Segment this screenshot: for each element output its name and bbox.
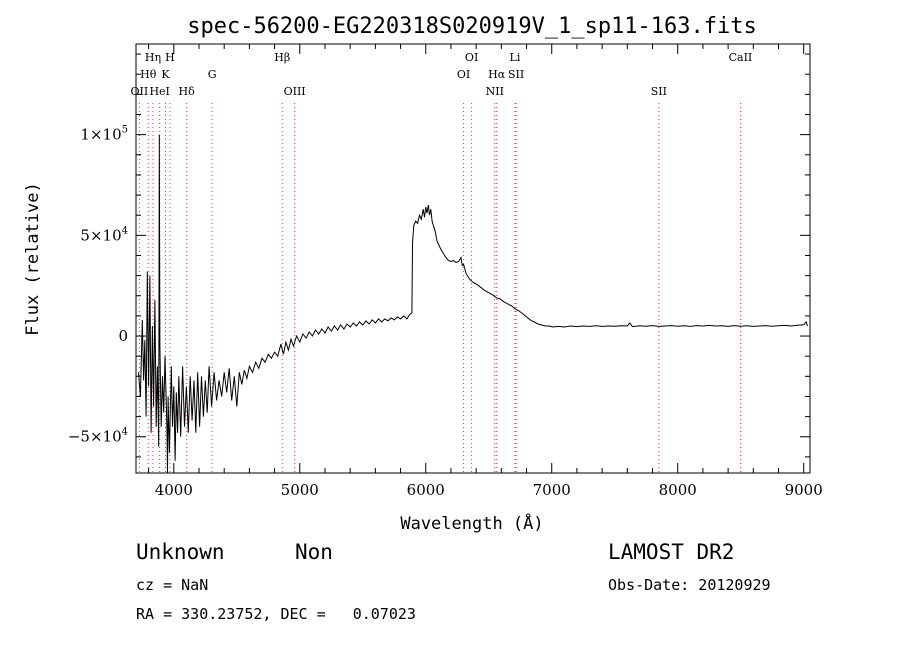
y-tick-exponent: 5 (122, 125, 128, 136)
spectrum-chart: spec-56200-EG220318S020919V_1_sp11-163.f… (23, 14, 823, 534)
x-tick-label: 9000 (785, 481, 823, 499)
y-tick-label: −5×104 (68, 427, 128, 446)
x-tick-label: 6000 (407, 481, 445, 499)
line-label: Hβ (274, 51, 290, 64)
y-tick-exponent: 4 (122, 225, 128, 236)
line-label: Li (510, 51, 521, 64)
line-label: H (165, 51, 175, 64)
line-label: OII (131, 85, 149, 98)
y-axis-label: Flux (relative) (23, 182, 43, 336)
emission-line-markers (138, 103, 741, 473)
x-axis-ticks: 4000 5000 6000 7000 8000 9000 (148, 44, 823, 499)
survey-name: LAMOST DR2 (608, 540, 735, 564)
spectral-subclass: Non (295, 540, 333, 564)
line-label: G (208, 68, 217, 81)
plot-frame (135, 43, 811, 474)
y-tick-mantissa: 0 (118, 327, 128, 345)
line-label: K (161, 68, 170, 81)
coordinates: RA = 330.23752, DEC = 0.07023 (136, 605, 416, 623)
line-label: Hδ (179, 85, 196, 98)
obs-date: Obs-Date: 20120929 (608, 576, 771, 594)
y-tick-mantissa: −5×10 (68, 428, 122, 446)
x-axis-label: Wavelength (Å) (400, 512, 543, 534)
line-label: SII (508, 68, 524, 81)
x-tick-label: 5000 (281, 481, 319, 499)
y-tick-label: 0 (118, 327, 128, 345)
y-tick-mantissa: 5×10 (80, 226, 121, 244)
line-label: Hη (145, 51, 161, 64)
x-tick-label: 8000 (659, 481, 697, 499)
line-label: OIII (284, 85, 306, 98)
y-tick-label: 5×104 (80, 225, 128, 244)
line-label: NII (486, 85, 504, 98)
y-tick-mantissa: 1×10 (80, 126, 121, 144)
line-label: SII (651, 85, 667, 98)
x-tick-label: 4000 (155, 481, 193, 499)
spectrum-line (138, 134, 808, 474)
line-label: Hα (488, 68, 506, 81)
line-label: CaII (729, 51, 753, 64)
chart-title: spec-56200-EG220318S020919V_1_sp11-163.f… (187, 14, 757, 39)
line-label: HeI (149, 85, 169, 98)
line-label: Hθ (140, 68, 157, 81)
redshift-cz: cz = NaN (136, 576, 209, 594)
y-tick-label: 1×105 (80, 125, 128, 144)
spectral-class: Unknown (136, 540, 225, 564)
x-tick-label: 7000 (533, 481, 571, 499)
line-label: OI (465, 51, 478, 64)
y-tick-exponent: 4 (122, 427, 128, 438)
line-label: OI (457, 68, 470, 81)
